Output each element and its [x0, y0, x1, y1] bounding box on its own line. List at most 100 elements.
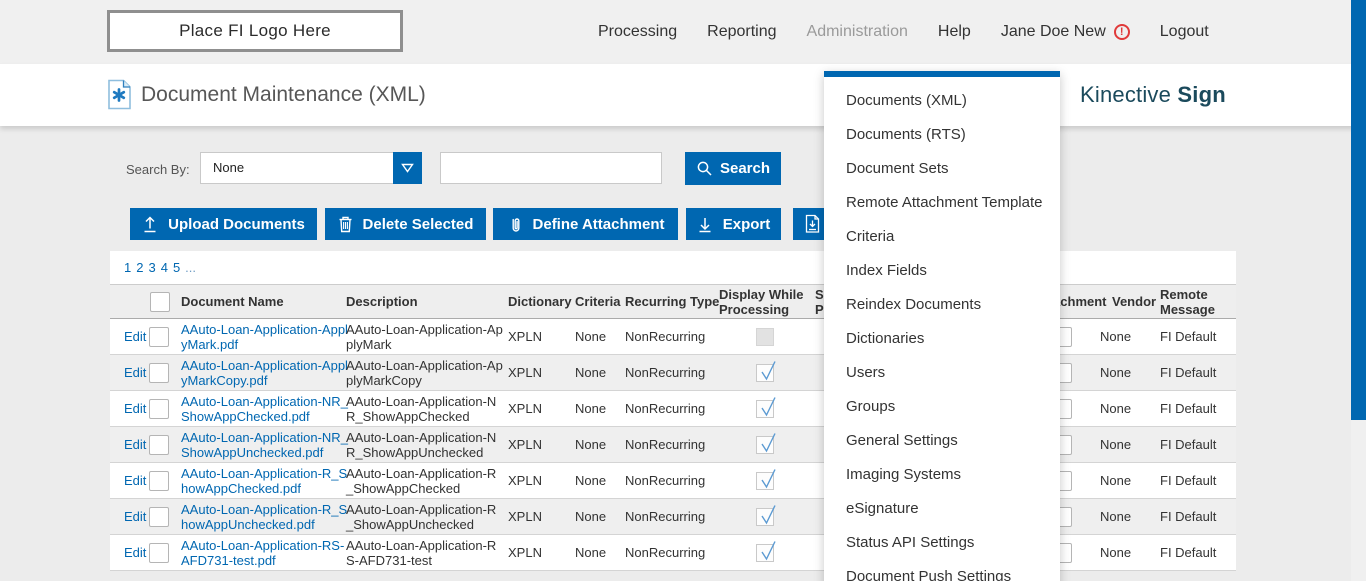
- display-while-processing-checkbox[interactable]: [756, 469, 776, 490]
- menu-item-index-fields[interactable]: Index Fields: [846, 261, 927, 279]
- menu-item-documents-rts[interactable]: Documents (RTS): [846, 125, 966, 143]
- edit-link[interactable]: Edit: [124, 401, 147, 416]
- col-recurring-type[interactable]: Recurring Type: [625, 294, 720, 309]
- description-cell: AAuto-Loan-Application-R_ShowAppUnchecke…: [346, 501, 497, 532]
- display-while-processing-checkbox[interactable]: [756, 328, 774, 346]
- menu-item-imaging-systems[interactable]: Imaging Systems: [846, 465, 962, 483]
- col-document-name[interactable]: Document Name: [181, 294, 284, 309]
- table-body: Edit AAuto-Loan-Application-ApplyMark.pdf…: [110, 319, 1236, 571]
- document-download-icon: [805, 214, 820, 233]
- search-button[interactable]: Search: [685, 152, 781, 185]
- menu-item-document-sets[interactable]: Document Sets: [846, 159, 949, 177]
- menu-item-reindex-documents[interactable]: Reindex Documents: [846, 295, 982, 313]
- scrollbar-thumb[interactable]: [1351, 0, 1366, 420]
- menu-item-general-settings[interactable]: General Settings: [846, 431, 958, 449]
- nav-item-reporting[interactable]: Reporting: [707, 23, 777, 40]
- row-checkbox[interactable]: [149, 399, 169, 419]
- display-while-processing-checkbox[interactable]: [756, 541, 776, 562]
- menu-item-dictionaries[interactable]: Dictionaries: [846, 329, 925, 347]
- row-checkbox[interactable]: [149, 507, 169, 527]
- row-checkbox[interactable]: [149, 471, 169, 491]
- search-by-selected-value: None: [213, 160, 245, 175]
- nav-item-help[interactable]: Help: [937, 23, 971, 40]
- nav-item-processing[interactable]: Processing: [598, 23, 678, 40]
- col-display-while-processing[interactable]: Display While Processing: [719, 286, 804, 317]
- page-header: Document Maintenance (XML) Kinective Sig…: [0, 64, 1366, 126]
- brand-name: Kinective: [1080, 82, 1172, 107]
- export-button[interactable]: Export: [686, 208, 781, 240]
- document-name-link[interactable]: AAuto-Loan-Application-NR_ShowAppUncheck…: [181, 429, 348, 460]
- menu-item-esignature[interactable]: eSignature: [846, 499, 919, 517]
- brand-product: Sign: [1177, 82, 1226, 107]
- dictionary-cell: XPLN: [508, 401, 542, 416]
- menu-item-users[interactable]: Users: [846, 363, 886, 381]
- col-description[interactable]: Description: [346, 294, 418, 309]
- criteria-cell: None: [575, 401, 607, 416]
- define-attachment-button[interactable]: Define Attachment: [493, 208, 678, 240]
- vendor-cell: None: [1100, 437, 1132, 452]
- fi-logo-text: Place FI Logo Here: [179, 21, 331, 40]
- col-vendor[interactable]: Vendor: [1112, 294, 1157, 309]
- pagination: 1 2 3 4 5...: [110, 251, 1236, 284]
- table-header-row: Document Name Description Dictionary Cri…: [110, 284, 1236, 319]
- upload-documents-button[interactable]: Upload Documents: [130, 208, 317, 240]
- document-name-link[interactable]: AAuto-Loan-Application-R_ShowAppChecked.…: [181, 465, 348, 496]
- document-name-link[interactable]: AAuto-Loan-Application-ApplyMarkCopy.pdf: [181, 357, 348, 388]
- delete-selected-button[interactable]: Delete Selected: [325, 208, 486, 240]
- document-name-link[interactable]: AAuto-Loan-Application-RS-AFD731-test.pd…: [181, 537, 345, 568]
- document-name-link[interactable]: AAuto-Loan-Application-R_ShowAppUnchecke…: [181, 501, 348, 532]
- dictionary-cell: XPLN: [508, 545, 542, 560]
- page-link[interactable]: 5: [172, 260, 181, 275]
- table-row: Edit AAuto-Loan-Application-R_ShowAppChec…: [110, 463, 1236, 499]
- upload-icon: [144, 216, 156, 233]
- row-checkbox[interactable]: [149, 435, 169, 455]
- menu-item-criteria[interactable]: Criteria: [846, 227, 895, 245]
- display-while-processing-checkbox[interactable]: [756, 433, 776, 454]
- nav-item-administration[interactable]: Administration: [806, 23, 908, 40]
- edit-link[interactable]: Edit: [124, 545, 147, 560]
- display-while-processing-checkbox[interactable]: [756, 397, 776, 418]
- edit-link[interactable]: Edit: [124, 437, 147, 452]
- menu-item-status-api-settings[interactable]: Status API Settings: [846, 533, 975, 551]
- menu-item-remote-attachment-template[interactable]: Remote Attachment Template: [846, 193, 1043, 211]
- recurring-type-cell: NonRecurring: [625, 509, 706, 524]
- nav-item-logout[interactable]: Logout: [1159, 23, 1209, 40]
- document-name-link[interactable]: AAuto-Loan-Application-NR_ShowAppChecked…: [181, 393, 348, 424]
- menu-item-groups[interactable]: Groups: [846, 397, 896, 415]
- edit-link[interactable]: Edit: [124, 509, 147, 524]
- edit-link[interactable]: Edit: [124, 365, 147, 380]
- search-icon: [697, 161, 712, 176]
- row-checkbox[interactable]: [149, 363, 169, 383]
- display-while-processing-checkbox[interactable]: [756, 361, 776, 382]
- table-row: Edit AAuto-Loan-Application-ApplyMark.pdf…: [110, 319, 1236, 355]
- menu-item-document-push-settings[interactable]: Document Push Settings: [846, 567, 1012, 581]
- criteria-cell: None: [575, 509, 607, 524]
- description-cell: AAuto-Loan-Application-ApplyMarkCopy: [346, 357, 503, 388]
- vendor-cell: None: [1100, 365, 1132, 380]
- page-link[interactable]: 1: [124, 260, 132, 275]
- table-row: Edit AAuto-Loan-Application-NR_ShowAppChe…: [110, 391, 1236, 427]
- col-dictionary[interactable]: Dictionary: [508, 294, 572, 309]
- select-all-checkbox[interactable]: [150, 292, 170, 312]
- row-checkbox[interactable]: [149, 327, 169, 347]
- page-link[interactable]: 3: [148, 260, 156, 275]
- search-input[interactable]: [440, 152, 662, 184]
- paperclip-icon: [512, 217, 520, 232]
- document-name-link[interactable]: AAuto-Loan-Application-ApplyMark.pdf: [181, 321, 348, 352]
- page-link[interactable]: 4: [160, 260, 168, 275]
- row-checkbox[interactable]: [149, 543, 169, 563]
- page-ellipsis[interactable]: ...: [185, 260, 197, 275]
- menu-item-documents-xml[interactable]: Documents (XML): [846, 91, 967, 109]
- dictionary-cell: XPLN: [508, 365, 542, 380]
- col-remote-message[interactable]: Remote Message: [1160, 286, 1215, 317]
- edit-link[interactable]: Edit: [124, 329, 147, 344]
- edit-link[interactable]: Edit: [124, 473, 147, 488]
- display-while-processing-checkbox[interactable]: [756, 505, 776, 526]
- description-cell: AAuto-Loan-Application-NR_ShowAppChecked: [346, 393, 497, 424]
- page-link[interactable]: 2: [136, 260, 144, 275]
- search-by-select[interactable]: None: [200, 152, 422, 184]
- criteria-cell: None: [575, 329, 607, 344]
- scrollbar-track[interactable]: [1351, 0, 1366, 581]
- nav-item-jane-doe-new[interactable]: Jane Doe New!: [1001, 23, 1130, 41]
- col-criteria[interactable]: Criteria: [575, 294, 621, 309]
